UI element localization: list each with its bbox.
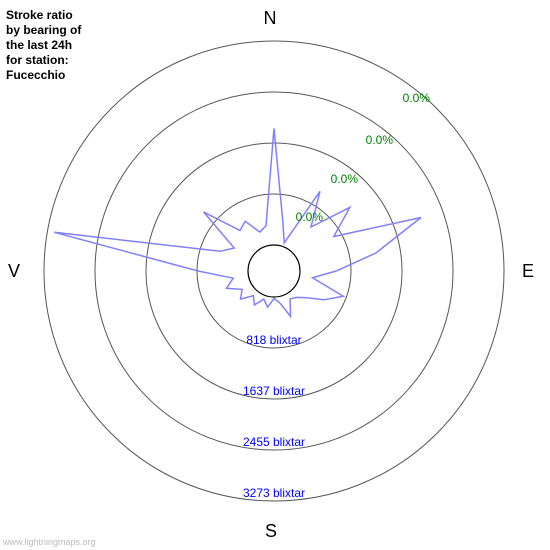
compass-n: N xyxy=(264,8,277,28)
polar-chart: N E S V 818 blixtar 1637 blixtar 2455 blix… xyxy=(0,0,550,550)
ring-label: 3273 blixtar xyxy=(243,486,305,500)
ring-labels: 818 blixtar 1637 blixtar 2455 blixtar 3273 … xyxy=(243,333,305,500)
pct-label: 0.0% xyxy=(331,172,359,186)
ring-inner xyxy=(248,245,300,297)
pct-labels: 0.0% 0.0% 0.0% 0.0% xyxy=(296,91,431,224)
pct-label: 0.0% xyxy=(296,210,324,224)
compass-s: S xyxy=(265,521,277,541)
compass-w: V xyxy=(8,261,20,281)
rose-polygon xyxy=(54,128,421,316)
pct-label: 0.0% xyxy=(366,133,394,147)
ring-label: 2455 blixtar xyxy=(243,435,305,449)
ring-label: 1637 blixtar xyxy=(243,384,305,398)
ring-label: 818 blixtar xyxy=(246,333,301,347)
compass-e: E xyxy=(522,261,534,281)
pct-label: 0.0% xyxy=(403,91,431,105)
